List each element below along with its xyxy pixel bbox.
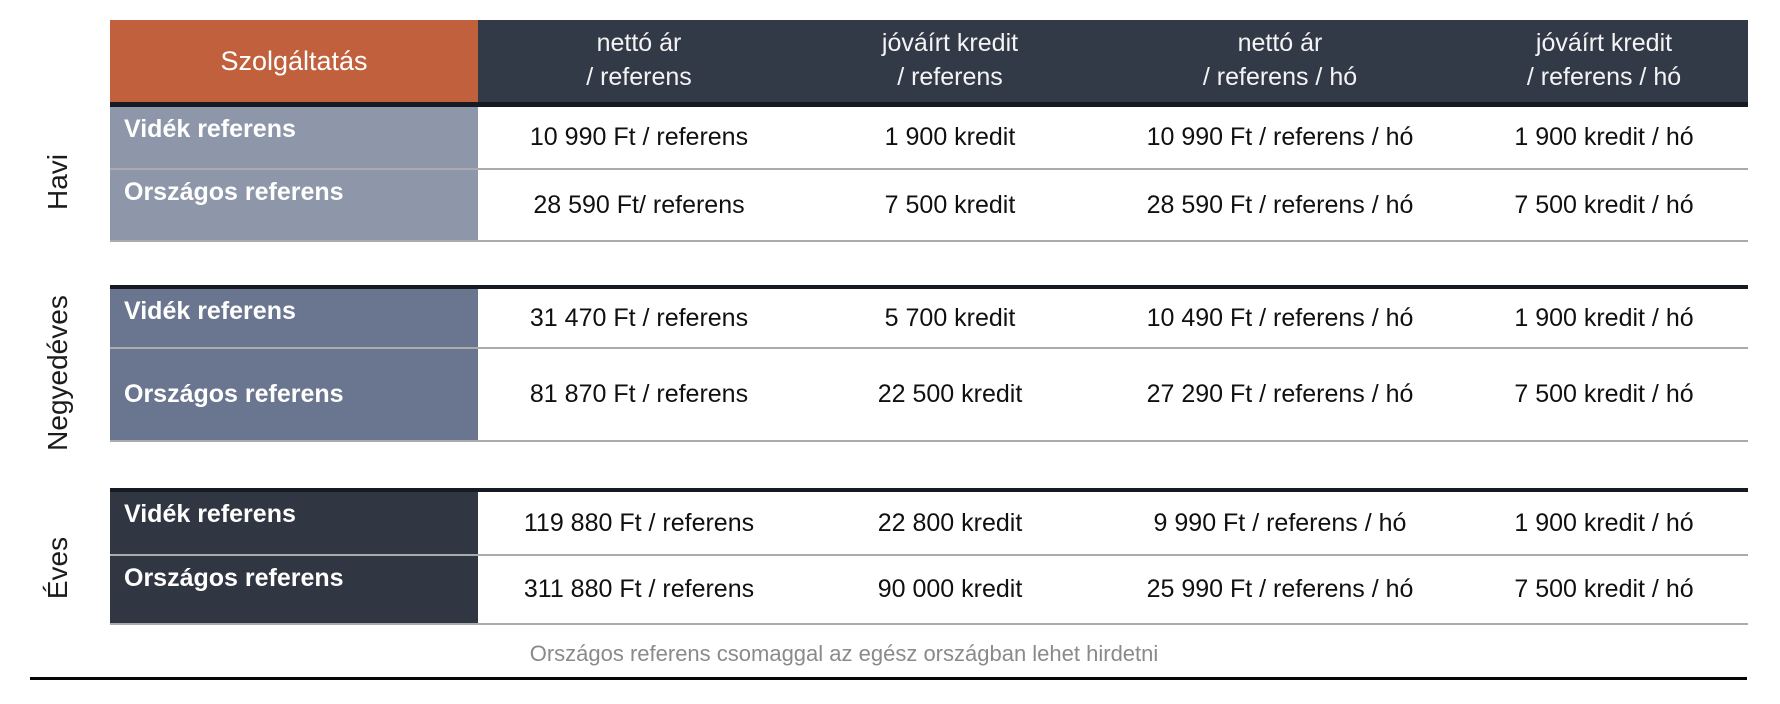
row-label-orszagos-referens: Országos referens [110,170,478,240]
bottom-divider [30,677,1747,680]
cell-netto-ar-ho: 28 590 Ft / referens / hó [1146,190,1414,219]
period-label-havi: Havi [30,113,86,250]
cell-jovairt-kredit-ho: 7 500 kredit / hó [1514,575,1694,603]
cell-netto-ar: 81 870 Ft / referens [529,380,749,408]
table-row-havi-videk: Vidék referens 10 990 Ft / referens 1 90… [110,107,1748,170]
cell-jovairt-kredit: 22 500 kredit [877,380,1023,408]
table-footnote: Országos referens csomaggal az egész ors… [110,641,1748,667]
row-label-videk-referens: Vidék referens [110,492,478,554]
period-label-havi-text: Havi [42,153,74,210]
period-label-negyedeves-text: Negyedéves [42,294,73,451]
table-row-havi-orszagos: Országos referens 28 590 Ft/ referens 7 … [110,170,1748,240]
row-label-orszagos-referens: Országos referens [110,349,478,440]
cell-netto-ar: 31 470 Ft / referens [529,303,749,332]
period-label-eves: Éves [30,498,86,637]
table-row-negyedeves-videk: Vidék referens 31 470 Ft / referens 5 70… [110,289,1748,349]
cell-jovairt-kredit: 22 800 kredit [877,508,1023,537]
table-row-eves-orszagos: Országos referens 311 880 Ft / referens … [110,556,1748,623]
cell-netto-ar-ho: 10 990 Ft / referens / hó [1146,123,1414,151]
row-label-videk-referens: Vidék referens [110,289,478,347]
section-havi: Vidék referens 10 990 Ft / referens 1 90… [110,107,1748,242]
header-col-jovairt-kredit-referens-ho: jóváírt kredit / referens / hó [1460,20,1748,102]
table-row-negyedeves-orszagos: Országos referens 81 870 Ft / referens 2… [110,349,1748,440]
cell-netto-ar-ho: 25 990 Ft / referens / hó [1146,575,1414,603]
cell-jovairt-kredit-ho: 1 900 kredit / hó [1514,303,1694,332]
cell-netto-ar-ho: 9 990 Ft / referens / hó [1153,508,1407,537]
header-col-netto-ar-referens: nettó ár / referens [478,20,800,102]
cell-jovairt-kredit-ho: 1 900 kredit / hó [1514,508,1694,537]
cell-netto-ar: 10 990 Ft / referens [529,123,749,151]
cell-jovairt-kredit: 5 700 kredit [884,303,1016,332]
cell-netto-ar-ho: 10 490 Ft / referens / hó [1146,303,1414,332]
table-row-eves-videk: Vidék referens 119 880 Ft / referens 22 … [110,492,1748,556]
cell-netto-ar-ho: 27 290 Ft / referens / hó [1146,380,1414,408]
section-negyedeves: Vidék referens 31 470 Ft / referens 5 70… [110,285,1748,442]
cell-jovairt-kredit-ho: 1 900 kredit / hó [1514,123,1694,151]
footnote-text: Országos referens csomaggal az egész ors… [529,641,1159,666]
cell-jovairt-kredit-ho: 7 500 kredit / hó [1514,190,1694,219]
header-col-netto-ar-referens-ho: nettó ár / referens / hó [1100,20,1460,102]
cell-netto-ar: 28 590 Ft/ referens [533,190,745,219]
cell-jovairt-kredit: 90 000 kredit [877,575,1023,603]
table-header-row: Szolgáltatás nettó ár / referens jóváírt… [110,20,1748,107]
cell-jovairt-kredit-ho: 7 500 kredit / hó [1514,380,1694,408]
cell-netto-ar: 119 880 Ft / referens [523,508,755,537]
header-col-jovairt-kredit-referens: jóváírt kredit / referens [800,20,1100,102]
period-label-eves-text: Éves [42,536,73,599]
section-eves: Vidék referens 119 880 Ft / referens 22 … [110,488,1748,625]
row-label-orszagos-referens: Országos referens [110,556,478,623]
cell-netto-ar: 311 880 Ft / referens [523,575,755,603]
cell-jovairt-kredit: 7 500 kredit [884,190,1016,219]
row-label-videk-referens: Vidék referens [110,107,478,168]
header-service-cell: Szolgáltatás [110,20,478,102]
period-label-negyedeves: Negyedéves [30,293,86,452]
cell-jovairt-kredit: 1 900 kredit [884,123,1016,151]
pricing-table: Szolgáltatás nettó ár / referens jóváírt… [110,20,1748,625]
